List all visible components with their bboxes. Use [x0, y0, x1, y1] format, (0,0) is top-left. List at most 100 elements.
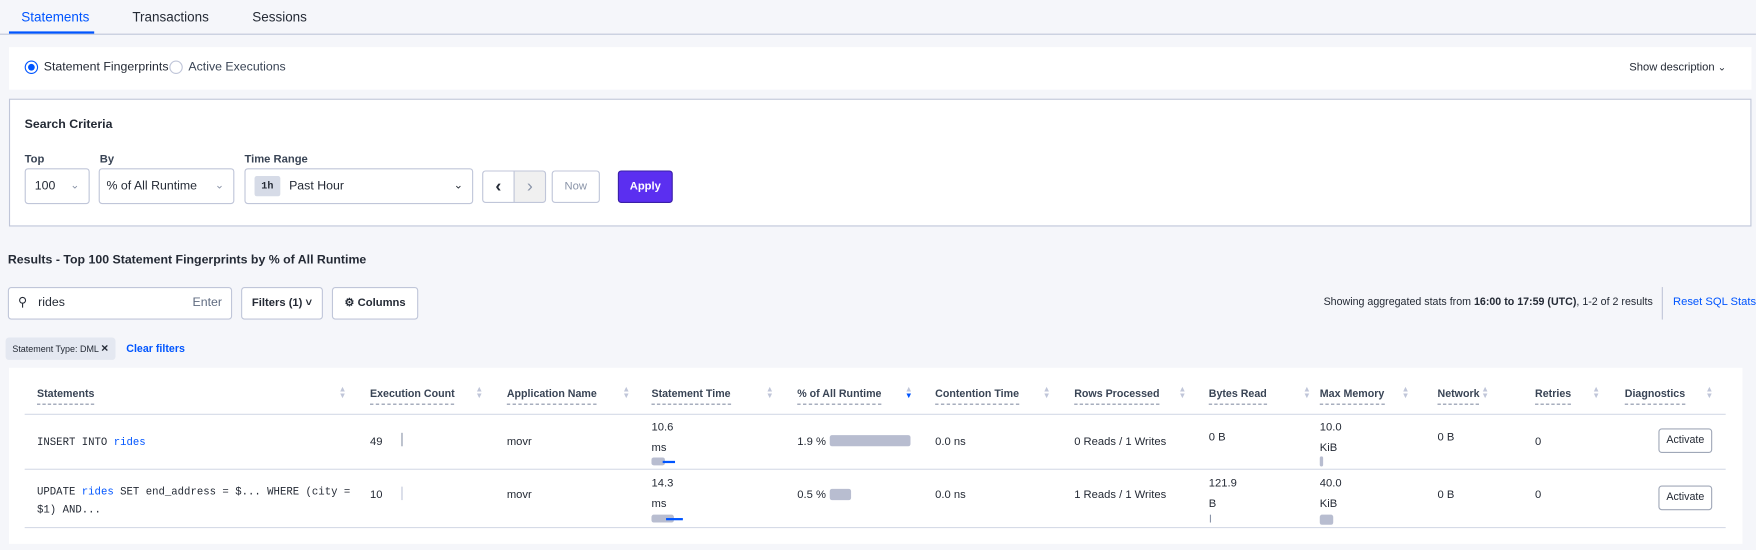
- by-label: By: [99, 153, 115, 166]
- chevron-left-icon: ‹: [495, 177, 502, 197]
- bytes-read: 0 B: [1208, 431, 1226, 445]
- filters-label: Filters (1): [251, 297, 303, 310]
- sort-icon[interactable]: ▲ ▼: [1592, 385, 1601, 401]
- radio-selected-icon: [24, 60, 39, 75]
- chevron-right-icon: ›: [526, 177, 533, 197]
- time-range-label: Time Range: [244, 153, 308, 166]
- activate-diagnostics-button[interactable]: Activate: [1658, 485, 1713, 511]
- application-name: movr: [506, 488, 532, 502]
- top-select[interactable]: 100 ⌄: [24, 168, 90, 205]
- chevron-down-icon: ⌄: [453, 179, 464, 192]
- sort-icon[interactable]: ▲ ▼: [1401, 385, 1410, 401]
- time-range-select[interactable]: 1h Past Hour ⌄: [244, 168, 474, 205]
- column-header-application-name[interactable]: Application Name: [506, 388, 597, 405]
- sort-icon[interactable]: ▲ ▼: [1705, 385, 1714, 401]
- column-header-max-memory[interactable]: Max Memory: [1319, 388, 1385, 405]
- filters-button[interactable]: Filters (1) ˅: [241, 287, 323, 320]
- max-memory-unit: KiB: [1319, 441, 1338, 455]
- radio-active-executions[interactable]: Active Executions: [169, 60, 286, 75]
- chevron-down-icon: ⌄: [1717, 61, 1727, 73]
- summary-suffix: , 1-2 of 2 results: [1576, 296, 1653, 309]
- show-description-label: Show description: [1629, 61, 1715, 75]
- network: 0 B: [1437, 431, 1455, 445]
- statement-text: INSERT INTO: [37, 436, 114, 449]
- by-select[interactable]: % of All Runtime ⌄: [98, 168, 235, 205]
- max-memory-value: 10.0: [1319, 421, 1342, 434]
- sort-icon[interactable]: ▲ ▼: [1302, 385, 1311, 401]
- statement-time-value: 10.6: [651, 421, 674, 434]
- columns-button[interactable]: ⚙ Columns: [331, 287, 419, 320]
- divider: [1661, 287, 1663, 320]
- statement-time-bar: [651, 457, 665, 466]
- statement-time-stddev: [662, 460, 676, 464]
- summary-range: 16:00 to 17:59 (UTC): [1473, 296, 1577, 309]
- sort-icon[interactable]: ▲ ▼: [1042, 385, 1051, 401]
- sort-icon[interactable]: ▲ ▼: [622, 385, 631, 401]
- search-input[interactable]: ⚲ rides Enter: [7, 287, 233, 320]
- chevron-down-icon: ⌄: [70, 179, 80, 192]
- chevron-down-icon: ⌄: [214, 179, 225, 192]
- column-header-retries[interactable]: Retries: [1535, 388, 1572, 405]
- column-header-percent-runtime[interactable]: % of All Runtime: [797, 388, 882, 405]
- columns-label: Columns: [357, 297, 406, 310]
- search-enter-hint: Enter: [192, 296, 223, 310]
- max-memory-value: 40.0: [1319, 477, 1342, 491]
- reset-sql-stats-link[interactable]: Reset SQL Stats: [1672, 296, 1756, 309]
- statement-text: UPDATE: [37, 485, 82, 498]
- sort-desc-icon[interactable]: ▲ ▼: [904, 385, 913, 401]
- column-header-network[interactable]: Network: [1437, 388, 1480, 405]
- statement-time-bar: [651, 514, 674, 523]
- next-time-button[interactable]: ›: [513, 170, 547, 203]
- sort-icon[interactable]: ▲ ▼: [765, 385, 774, 401]
- search-criteria-panel: Search Criteria Top By Time Range 100 ⌄ %…: [8, 98, 1752, 227]
- bytes-read-bar: [1209, 514, 1212, 523]
- column-header-statement-time[interactable]: Statement Time: [651, 388, 731, 405]
- results-summary: Showing aggregated stats from 16:00 to 1…: [1324, 296, 1653, 308]
- rows-processed: 0 Reads / 1 Writes: [1074, 436, 1167, 449]
- show-description-button[interactable]: Show description ⌄: [1629, 62, 1726, 74]
- tab-statements[interactable]: Statements: [21, 8, 90, 25]
- now-button[interactable]: Now: [551, 170, 600, 203]
- statement-keyword: rides: [113, 436, 146, 449]
- statement-link[interactable]: INSERT INTO rides: [37, 436, 146, 448]
- sort-icon[interactable]: ▲ ▼: [1178, 385, 1187, 401]
- column-header-rows-processed[interactable]: Rows Processed: [1074, 388, 1160, 405]
- sort-icon[interactable]: ▲ ▼: [338, 385, 347, 401]
- runtime-percent: 1.9 %: [797, 436, 826, 449]
- statement-keyword: rides: [81, 485, 114, 498]
- bytes-read-unit: B: [1208, 497, 1217, 511]
- view-toggle-panel: Statement Fingerprints Active Executions…: [8, 47, 1752, 90]
- column-header-diagnostics[interactable]: Diagnostics: [1624, 388, 1686, 405]
- row-divider: [24, 413, 1726, 415]
- statement-link[interactable]: UPDATE rides SET end_address = $... WHER…: [37, 486, 350, 498]
- close-icon[interactable]: ×: [101, 341, 109, 356]
- radio-label: Statement Fingerprints: [43, 60, 169, 75]
- column-header-execution-count[interactable]: Execution Count: [370, 388, 455, 405]
- statement-text-line2: $1) AND...: [37, 503, 101, 516]
- statement-time-stddev: [666, 518, 683, 521]
- radio-label: Active Executions: [188, 60, 286, 75]
- row-divider: [24, 527, 1726, 529]
- execution-count: 49: [370, 436, 383, 449]
- sort-icon[interactable]: ▲ ▼: [475, 385, 484, 401]
- activate-diagnostics-button[interactable]: Activate: [1658, 428, 1713, 454]
- column-header-bytes-read[interactable]: Bytes Read: [1208, 388, 1267, 405]
- summary-prefix: Showing aggregated stats from: [1323, 296, 1474, 309]
- previous-time-button[interactable]: ‹: [482, 170, 515, 203]
- column-header-statements[interactable]: Statements: [37, 388, 95, 405]
- execution-count: 10: [370, 488, 383, 502]
- tab-transactions[interactable]: Transactions: [132, 8, 209, 25]
- active-tab-indicator: [8, 31, 95, 34]
- clear-filters-link[interactable]: Clear filters: [126, 342, 185, 355]
- execution-count-bar: [401, 486, 403, 501]
- statement-text: SET end_address = $... WHERE (city =: [113, 485, 351, 498]
- statement-time-unit: ms: [651, 497, 667, 511]
- contention-time: 0.0 ns: [935, 488, 966, 502]
- radio-statement-fingerprints[interactable]: Statement Fingerprints: [24, 60, 169, 75]
- apply-button[interactable]: Apply: [617, 170, 673, 203]
- column-header-contention-time[interactable]: Contention Time: [935, 388, 1020, 405]
- runtime-bar: [829, 435, 911, 447]
- tab-sessions[interactable]: Sessions: [252, 8, 307, 25]
- sort-icon[interactable]: ▲ ▼: [1481, 385, 1490, 401]
